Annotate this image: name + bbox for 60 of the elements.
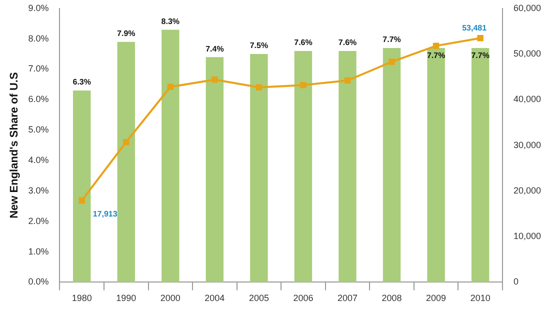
y-tick-label: 5.0% [28, 124, 49, 135]
data-label: 7.5% [250, 41, 268, 50]
y2-tick-label: 50,000 [513, 48, 542, 59]
data-label: 6.3% [72, 78, 91, 87]
y-axis-title: New England's Share of U.S [8, 72, 21, 218]
y2-tick-label: 20,000 [513, 185, 542, 196]
data-label: 8.3% [161, 16, 180, 26]
x-tick-label: 1980 [72, 293, 92, 304]
bar [294, 50, 312, 282]
point [167, 84, 174, 90]
point [256, 84, 262, 90]
point [344, 77, 351, 84]
y-tick-label: 7.0% [28, 64, 49, 74]
data-label: 7.7% [426, 51, 446, 60]
y2-tick-label: 30,000 [513, 140, 542, 150]
y-tick-label: 2.0% [28, 216, 49, 226]
point [300, 82, 306, 88]
data-label: 7.7% [382, 35, 401, 44]
x-tick-label: 2005 [248, 293, 269, 304]
y2-tick-label: 40,000 [513, 94, 542, 104]
y-tick-label: 3.0% [28, 185, 49, 196]
x-tick-label: 2008 [382, 293, 402, 304]
point [432, 42, 440, 49]
y-tick-label: 9.0% [28, 2, 49, 13]
y-tick-label: 1.0% [28, 246, 49, 256]
point [388, 58, 395, 65]
data-label: 53,481 [462, 23, 488, 32]
data-label: 7.6% [338, 38, 357, 48]
x-tick-label: 2007 [337, 293, 358, 304]
bar [72, 90, 91, 282]
y-tick-label: 4.0% [28, 154, 49, 165]
y2-tick-label: 10,000 [513, 231, 542, 242]
data-label: 7.6% [294, 38, 312, 48]
y-tick-label: 8.0% [28, 33, 49, 44]
x-tick-label: 2009 [426, 293, 446, 304]
bar [382, 48, 401, 282]
point [212, 76, 218, 83]
bar [206, 57, 224, 282]
y-tick-label: 0.0% [28, 276, 49, 287]
x-tick-label: 2000 [160, 293, 180, 304]
y2-tick-label: 0 [513, 276, 518, 287]
x-tick-label: 2010 [470, 293, 490, 304]
point [123, 138, 130, 146]
x-tick-label: 2006 [293, 293, 314, 304]
bar [250, 54, 268, 282]
x-tick-label: 2004 [204, 293, 225, 304]
x-tick-label: 1990 [116, 293, 136, 304]
data-label: 17,913 [92, 210, 118, 219]
point [78, 197, 85, 204]
data-label: 7.4% [206, 44, 224, 54]
bar [427, 48, 445, 282]
data-label: 7.7% [471, 51, 490, 60]
point [477, 35, 484, 42]
bar [338, 50, 356, 282]
y2-tick-label: 60,000 [513, 2, 542, 13]
bar [117, 42, 135, 282]
bar [471, 48, 490, 282]
data-label: 7.9% [117, 29, 136, 38]
bar [162, 30, 180, 282]
y-tick-label: 6.0% [28, 94, 49, 104]
